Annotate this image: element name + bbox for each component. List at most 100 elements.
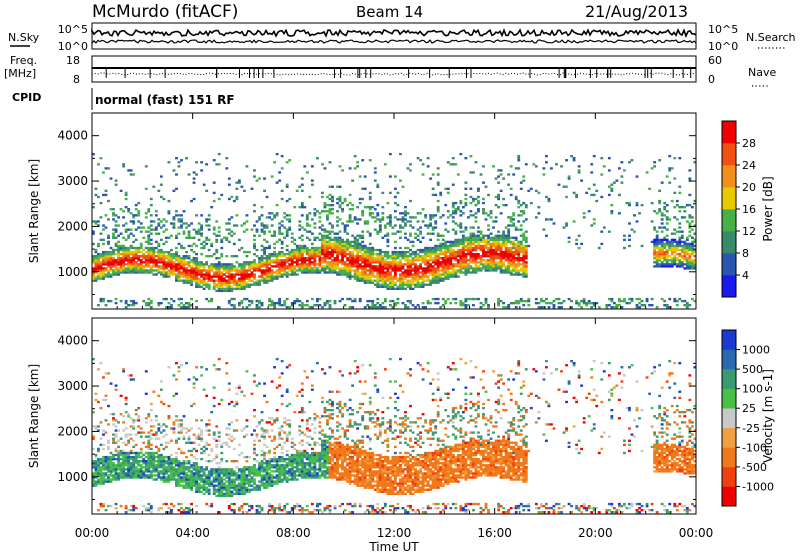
power-cell: [237, 281, 241, 284]
power-cell: [331, 185, 334, 188]
power-cell: [464, 252, 468, 256]
power-cell: [137, 214, 141, 217]
power-cell: [248, 304, 251, 307]
power-cell: [401, 220, 405, 223]
power-cell: [592, 301, 596, 305]
power-cell: [446, 240, 450, 244]
power-cell: [260, 257, 264, 260]
power-cell: [459, 267, 463, 270]
power-cell: [527, 304, 531, 307]
power-cell: [404, 246, 407, 250]
power-cell: [273, 246, 277, 250]
power-cell: [665, 240, 669, 244]
velocity-cell: [170, 453, 173, 457]
power-cell: [346, 297, 349, 301]
power-cell: [469, 210, 473, 213]
power-cell: [434, 269, 438, 272]
y-tick-label: 3000: [57, 174, 88, 188]
power-cell: [444, 263, 448, 266]
power-cell: [195, 279, 198, 282]
power-cell: [152, 185, 156, 188]
power-cell: [331, 246, 334, 250]
power-cell: [653, 242, 657, 246]
power-cell: [504, 271, 508, 274]
power-cell: [688, 193, 692, 197]
velocity-cell: [149, 402, 153, 406]
power-cell: [358, 244, 362, 248]
power-cell: [461, 238, 465, 242]
power-cell: [343, 252, 347, 256]
power-cell: [351, 257, 355, 260]
power-cell: [678, 210, 682, 213]
velocity-cell: [132, 439, 136, 442]
power-cell: [484, 234, 488, 237]
power-cell: [336, 216, 339, 219]
power-cell: [477, 261, 480, 264]
power-cell: [361, 271, 365, 274]
power-cell: [441, 277, 445, 280]
power-cell: [660, 212, 664, 215]
power-cell: [260, 301, 264, 305]
power-cell: [524, 230, 528, 233]
power-cell: [366, 299, 370, 303]
power-cell: [406, 257, 410, 260]
power-cell: [550, 218, 553, 221]
power-cell: [388, 277, 392, 280]
power-cell: [167, 210, 171, 213]
power-cell: [162, 242, 166, 246]
power-cell: [429, 271, 433, 274]
velocity-cell: [122, 453, 126, 457]
power-cell: [361, 236, 365, 239]
velocity-cell: [104, 462, 108, 465]
power-cell: [464, 248, 468, 252]
power-cell: [215, 273, 219, 276]
power-cell: [524, 250, 528, 254]
velocity-cell: [99, 443, 103, 447]
power-cell: [237, 277, 241, 280]
velocity-cell: [129, 437, 133, 440]
power-cell: [675, 265, 679, 268]
power-cell: [683, 244, 687, 248]
velocity-cell: [157, 509, 161, 512]
power-cell: [472, 271, 475, 274]
power-cell: [441, 261, 445, 264]
power-cell: [404, 259, 407, 262]
power-cell: [109, 275, 113, 278]
velocity-cell: [149, 504, 153, 508]
power-cell: [653, 210, 657, 213]
power-cell: [459, 265, 463, 268]
power-cell: [358, 236, 362, 239]
power-cell: [177, 242, 181, 246]
power-cell: [260, 222, 264, 225]
velocity-cell: [149, 470, 153, 473]
power-cell: [434, 244, 438, 248]
power-cell: [185, 226, 188, 229]
power-cell: [164, 250, 168, 254]
velocity-cell: [147, 502, 151, 506]
power-cell: [663, 263, 667, 266]
power-cell: [424, 306, 428, 309]
velocity-cell: [172, 394, 176, 398]
power-cell: [628, 234, 631, 237]
power-cell: [195, 269, 198, 272]
power-cell: [129, 265, 133, 268]
power-cell: [109, 269, 113, 272]
velocity-cell: [172, 472, 176, 475]
power-cell: [159, 257, 163, 260]
power-cell: [434, 277, 438, 280]
power-cell: [280, 275, 284, 278]
power-cell: [502, 234, 506, 237]
power-cell: [685, 236, 689, 239]
power-cell: [275, 265, 279, 268]
power-cell: [607, 297, 611, 301]
power-cell: [265, 281, 269, 284]
power-cell: [451, 248, 455, 252]
power-cell: [117, 257, 120, 260]
power-cell: [197, 277, 201, 280]
power-cell: [688, 214, 692, 217]
power-cell: [318, 263, 322, 266]
power-cell: [461, 259, 465, 262]
power-cell: [343, 230, 347, 233]
velocity-cell: [137, 464, 141, 467]
